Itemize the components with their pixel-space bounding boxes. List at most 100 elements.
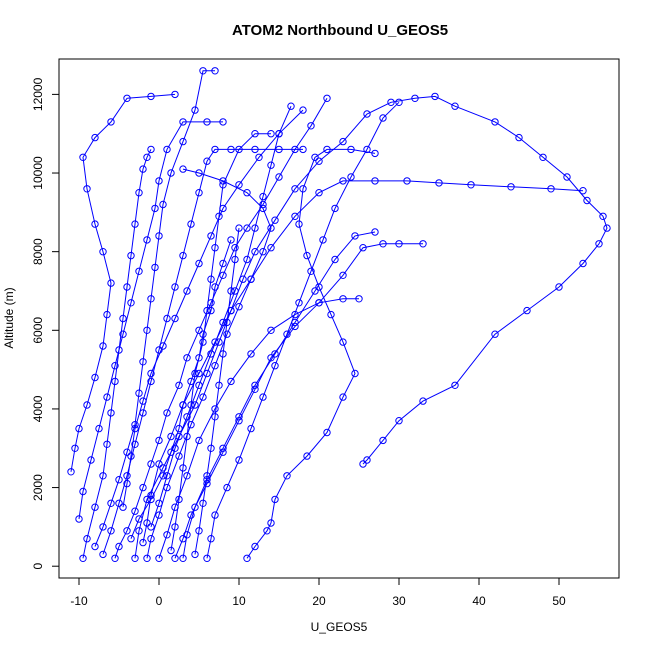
data-point	[579, 259, 587, 268]
series-7	[243, 145, 379, 562]
data-point	[451, 102, 459, 110]
data-point	[539, 153, 547, 162]
data-point	[151, 204, 159, 213]
data-point	[211, 145, 219, 154]
data-point	[123, 94, 131, 103]
data-point	[183, 354, 191, 362]
y-tick-label: 12000	[31, 77, 45, 111]
data-point	[143, 326, 151, 334]
data-point	[195, 326, 203, 334]
data-point	[299, 106, 307, 114]
data-point	[99, 550, 107, 559]
data-point	[191, 503, 199, 511]
data-point	[295, 299, 303, 307]
x-tick-label: 40	[472, 594, 486, 608]
data-point	[143, 236, 151, 244]
data-point	[231, 244, 239, 252]
series-line	[158, 298, 359, 559]
data-point	[203, 118, 211, 126]
data-point	[179, 401, 187, 409]
data-point	[275, 145, 283, 154]
data-point	[283, 472, 291, 480]
data-point	[379, 114, 387, 122]
data-point	[75, 515, 83, 523]
data-point	[147, 523, 155, 531]
data-point	[267, 519, 275, 527]
data-point	[147, 145, 155, 154]
series-3	[131, 92, 611, 562]
x-tick-label: 50	[552, 594, 566, 608]
data-point	[235, 145, 243, 154]
data-point	[395, 98, 403, 107]
data-point	[115, 499, 123, 507]
data-point	[71, 444, 79, 452]
data-point	[291, 212, 299, 221]
data-point	[159, 342, 167, 350]
data-point	[195, 189, 203, 197]
data-point	[271, 216, 279, 224]
data-point	[107, 499, 115, 507]
series-line	[174, 243, 423, 559]
data-point	[183, 432, 191, 441]
data-point	[187, 401, 195, 409]
data-point	[251, 381, 259, 389]
series-line	[142, 180, 584, 543]
data-point	[563, 173, 571, 181]
data-point	[175, 452, 183, 460]
data-point	[171, 314, 179, 323]
data-point	[179, 251, 187, 260]
data-point	[315, 299, 323, 307]
data-point	[451, 381, 459, 389]
data-point	[159, 200, 167, 209]
data-point	[75, 424, 83, 433]
data-point	[211, 362, 219, 370]
data-point	[207, 444, 215, 452]
data-point	[363, 110, 371, 118]
data-point	[187, 421, 195, 429]
data-point	[267, 326, 275, 334]
data-point	[111, 377, 119, 386]
data-point	[339, 393, 347, 401]
data-point	[211, 283, 219, 291]
data-point	[127, 535, 135, 543]
data-point	[315, 157, 323, 165]
data-point	[235, 413, 243, 421]
data-point	[491, 118, 499, 126]
data-point	[387, 98, 395, 107]
data-point	[107, 118, 115, 126]
series-line	[102, 148, 303, 555]
data-point	[595, 240, 603, 248]
x-axis-label: U_GEOS5	[311, 620, 368, 634]
data-point	[115, 476, 123, 484]
data-point	[339, 271, 347, 279]
data-point	[339, 295, 347, 303]
data-point	[271, 495, 279, 504]
data-point	[371, 177, 379, 185]
data-point	[91, 373, 99, 382]
data-point	[339, 137, 347, 146]
data-point	[171, 554, 179, 562]
data-point	[199, 67, 207, 75]
series-11	[99, 145, 307, 559]
data-point	[91, 503, 99, 511]
data-point	[235, 303, 243, 311]
data-point	[287, 102, 295, 110]
data-point	[183, 413, 191, 421]
data-point	[195, 369, 203, 378]
data-point	[167, 432, 175, 441]
data-point	[207, 232, 215, 240]
data-point	[235, 224, 243, 232]
data-point	[491, 330, 499, 338]
data-point	[219, 350, 227, 358]
data-point	[351, 232, 359, 240]
data-point	[223, 483, 231, 492]
data-point	[163, 472, 171, 480]
data-point	[191, 106, 199, 114]
series-17	[203, 98, 403, 562]
data-point	[231, 255, 239, 264]
data-point	[123, 527, 131, 535]
data-point	[179, 118, 187, 126]
data-point	[99, 472, 107, 480]
data-point	[103, 440, 111, 448]
